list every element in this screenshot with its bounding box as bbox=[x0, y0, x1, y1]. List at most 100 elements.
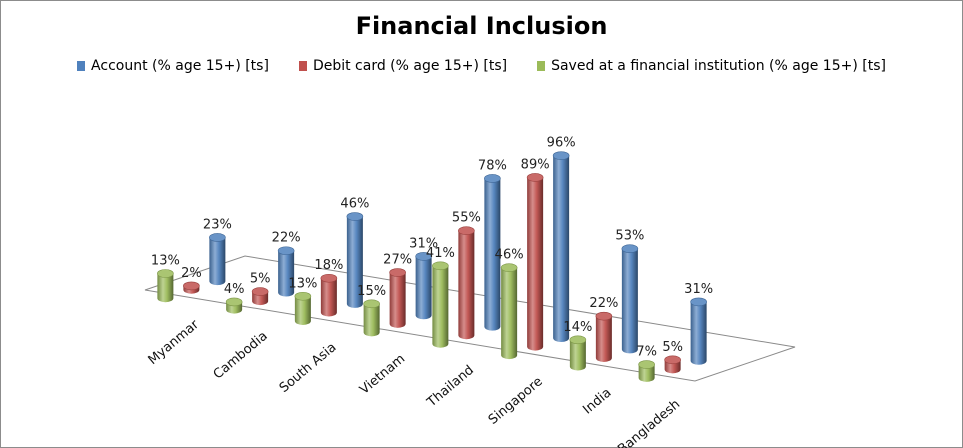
bar-account-singapore bbox=[552, 151, 570, 343]
category-label-thailand: Thailand bbox=[424, 363, 477, 411]
bar-saved-south-asia bbox=[294, 291, 312, 325]
data-label-saved-vietnam: 15% bbox=[357, 284, 386, 299]
bar-debit-card-myanmar bbox=[183, 281, 200, 294]
data-label-saved-myanmar: 13% bbox=[151, 254, 180, 269]
data-label-debit-card-india: 22% bbox=[589, 296, 618, 311]
data-label-saved-south-asia: 13% bbox=[288, 276, 317, 291]
data-label-saved-cambodia: 4% bbox=[224, 282, 245, 297]
category-label-vietnam: Vietnam bbox=[357, 351, 408, 397]
data-label-account-south-asia: 46% bbox=[340, 197, 369, 212]
bar-body-saved-thailand bbox=[432, 265, 449, 348]
bar-saved-singapore bbox=[500, 263, 518, 360]
bar-body-saved-south-asia bbox=[294, 296, 311, 325]
legend-label-account: Account (% age 15+) [ts] bbox=[91, 58, 269, 74]
legend-label-debit-card: Debit card (% age 15+) [ts] bbox=[312, 58, 508, 74]
bar-top-saved-south-asia bbox=[294, 291, 312, 301]
bar-body-account-thailand bbox=[484, 178, 501, 331]
bar-top-saved-thailand bbox=[432, 261, 449, 271]
data-label-saved-thailand: 41% bbox=[426, 246, 455, 261]
legend-swatch-saved bbox=[537, 61, 546, 71]
data-label-account-vietnam: 31% bbox=[409, 236, 438, 251]
category-label-bangladesh: Bangladesh bbox=[615, 397, 683, 448]
bar-body-account-vietnam bbox=[415, 256, 432, 320]
bar-saved-myanmar bbox=[157, 269, 174, 303]
bar-saved-india bbox=[569, 335, 587, 371]
data-label-saved-india: 14% bbox=[563, 320, 592, 335]
data-label-account-myanmar: 23% bbox=[203, 217, 232, 232]
data-label-debit-card-vietnam: 27% bbox=[383, 253, 412, 268]
category-label-myanmar: Myanmar bbox=[146, 317, 203, 368]
bar-top-debit-card-thailand bbox=[458, 226, 475, 235]
legend: Account (% age 15+) [ts] Debit card (% a… bbox=[0, 58, 963, 74]
bar-body-saved-bangladesh bbox=[638, 364, 655, 382]
bar-top-account-cambodia bbox=[277, 246, 295, 256]
data-label-debit-card-south-asia: 18% bbox=[314, 258, 343, 273]
bar-top-debit-card-myanmar bbox=[183, 281, 200, 291]
bar-debit-card-bangladesh bbox=[664, 355, 681, 374]
bar-saved-bangladesh bbox=[638, 360, 655, 382]
bar-top-debit-card-singapore bbox=[526, 173, 544, 182]
bar-body-account-south-asia bbox=[346, 216, 363, 308]
legend-item-account: Account (% age 15+) [ts] bbox=[77, 58, 269, 74]
data-label-debit-card-singapore: 89% bbox=[521, 157, 550, 172]
bar-account-cambodia bbox=[277, 246, 295, 297]
bar-top-debit-card-south-asia bbox=[320, 273, 338, 283]
bar-body-debit-card-singapore bbox=[527, 177, 544, 351]
bar-top-debit-card-india bbox=[595, 311, 613, 321]
legend-item-debit-card: Debit card (% age 15+) [ts] bbox=[298, 58, 508, 74]
bar-top-debit-card-cambodia bbox=[251, 287, 269, 296]
data-label-debit-card-bangladesh: 5% bbox=[662, 340, 683, 355]
bar-account-thailand bbox=[484, 174, 501, 331]
bar-body-account-myanmar bbox=[209, 237, 226, 286]
legend-swatch-debit-card bbox=[298, 61, 307, 71]
bar-body-saved-singapore bbox=[501, 267, 518, 360]
legend-swatch-account bbox=[77, 61, 86, 71]
data-label-debit-card-myanmar: 2% bbox=[181, 266, 202, 281]
bar-top-saved-cambodia bbox=[225, 297, 243, 307]
data-label-account-cambodia: 22% bbox=[272, 231, 301, 246]
bar-saved-vietnam bbox=[363, 299, 380, 337]
data-label-account-india: 53% bbox=[615, 229, 644, 244]
bar-body-account-india bbox=[621, 248, 638, 354]
data-label-debit-card-thailand: 55% bbox=[452, 211, 481, 226]
bar-body-account-singapore bbox=[553, 155, 570, 343]
bar-top-debit-card-bangladesh bbox=[664, 355, 681, 365]
bar-body-account-cambodia bbox=[278, 250, 295, 297]
data-label-account-singapore: 96% bbox=[547, 136, 576, 151]
bar-body-debit-card-vietnam bbox=[389, 272, 406, 328]
bar-top-account-thailand bbox=[484, 174, 501, 183]
bar-debit-card-singapore bbox=[526, 173, 544, 351]
bar-top-saved-vietnam bbox=[363, 299, 380, 309]
bar-top-account-vietnam bbox=[415, 252, 432, 261]
bar-saved-cambodia bbox=[225, 297, 243, 314]
bar-account-india bbox=[621, 244, 639, 354]
bar-account-myanmar bbox=[209, 233, 226, 286]
bar-top-saved-india bbox=[569, 335, 587, 345]
bar-body-saved-myanmar bbox=[157, 273, 174, 303]
data-label-account-bangladesh: 31% bbox=[684, 282, 713, 297]
bar-top-saved-bangladesh bbox=[638, 360, 655, 369]
bar-top-account-india bbox=[621, 244, 639, 254]
bar-debit-card-vietnam bbox=[389, 268, 406, 328]
bar-saved-thailand bbox=[432, 261, 449, 348]
bar-debit-card-thailand bbox=[458, 226, 475, 340]
bar-body-saved-india bbox=[569, 339, 586, 371]
bar-debit-card-india bbox=[595, 311, 613, 362]
bar-account-south-asia bbox=[346, 212, 364, 308]
category-label-south-asia: South Asia bbox=[277, 340, 340, 396]
legend-label-saved: Saved at a financial institution (% age … bbox=[551, 58, 886, 74]
data-label-saved-singapore: 46% bbox=[495, 248, 524, 263]
bar-top-saved-myanmar bbox=[157, 269, 174, 278]
category-label-cambodia: Cambodia bbox=[211, 329, 271, 383]
data-label-saved-bangladesh: 7% bbox=[636, 345, 657, 360]
bar-body-account-bangladesh bbox=[690, 301, 707, 365]
bar-debit-card-cambodia bbox=[251, 287, 269, 306]
chart-title: Financial Inclusion bbox=[355, 12, 608, 40]
data-label-account-thailand: 78% bbox=[478, 158, 507, 173]
bar-top-account-myanmar bbox=[209, 233, 226, 242]
legend-item-saved: Saved at a financial institution (% age … bbox=[537, 58, 886, 74]
data-label-debit-card-cambodia: 5% bbox=[250, 272, 271, 287]
bar-body-debit-card-south-asia bbox=[320, 278, 337, 317]
